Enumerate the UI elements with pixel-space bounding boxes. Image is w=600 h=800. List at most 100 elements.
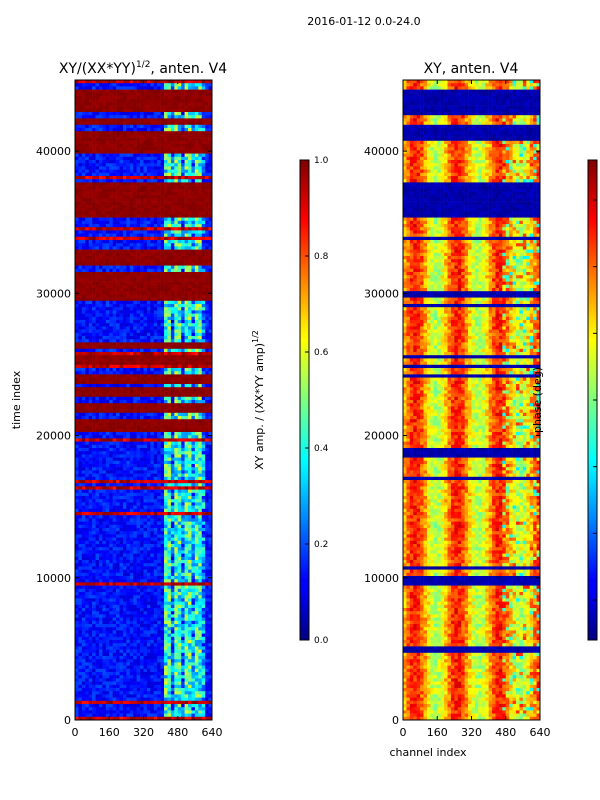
amplitude-cell xyxy=(81,281,86,286)
amplitude-cell xyxy=(81,156,86,161)
amplitude-cell xyxy=(105,451,110,455)
amplitude-cell xyxy=(129,272,134,276)
amplitude-cell xyxy=(177,150,182,154)
amplitude-cell xyxy=(92,108,96,113)
amplitude-cell xyxy=(126,358,131,362)
amplitude-cell xyxy=(160,288,165,292)
amplitude-cell xyxy=(112,336,117,340)
amplitude-cell xyxy=(160,467,165,471)
amplitude-cell xyxy=(198,236,203,241)
amplitude-cell xyxy=(146,345,151,350)
amplitude-cell xyxy=(102,358,107,362)
amplitude-cell xyxy=(160,307,165,311)
amplitude-cell xyxy=(102,393,107,398)
amplitude-cell xyxy=(160,441,165,446)
amplitude-cell xyxy=(181,214,185,218)
amplitude-cell xyxy=(174,467,179,471)
amplitude-cell xyxy=(194,393,199,398)
amplitude-cell xyxy=(105,358,110,362)
amplitude-cell xyxy=(174,288,179,292)
amplitude-cell xyxy=(201,396,206,401)
amplitude-cell xyxy=(78,393,83,398)
amplitude-cell xyxy=(112,384,117,388)
amplitude-cell xyxy=(88,252,93,257)
amplitude-cell xyxy=(194,361,199,366)
amplitude-cell xyxy=(116,364,120,369)
amplitude-cell xyxy=(119,275,124,279)
amplitude-cell xyxy=(153,121,158,126)
amplitude-cell xyxy=(116,403,120,407)
amplitude-cell xyxy=(81,444,86,449)
amplitude-cell xyxy=(92,249,96,254)
amplitude-cell xyxy=(129,201,134,206)
amplitude-cell xyxy=(194,428,199,433)
amplitude-cell xyxy=(105,259,110,263)
amplitude-cell xyxy=(146,476,151,481)
amplitude-cell xyxy=(146,396,151,401)
amplitude-cell xyxy=(105,115,110,119)
amplitude-cell xyxy=(133,441,137,446)
amplitude-cell xyxy=(92,89,96,94)
amplitude-cell xyxy=(75,400,79,404)
amplitude-cell xyxy=(201,166,206,170)
amplitude-cell xyxy=(143,444,148,449)
amplitude-cell xyxy=(170,121,175,126)
amplitude-cell xyxy=(92,361,96,366)
amplitude-cell xyxy=(85,403,89,407)
amplitude-cell xyxy=(88,105,93,110)
amplitude-cell xyxy=(78,89,83,94)
amplitude-cell xyxy=(198,160,203,164)
amplitude-cell xyxy=(164,284,168,289)
amplitude-cell xyxy=(140,400,144,404)
amplitude-cell xyxy=(160,438,165,442)
amplitude-cell xyxy=(98,358,103,362)
amplitude-cell xyxy=(201,243,206,247)
amplitude-cell xyxy=(116,454,120,458)
amplitude-cell xyxy=(109,457,113,462)
amplitude-cell xyxy=(191,169,196,174)
amplitude-cell xyxy=(177,380,182,385)
amplitude-cell xyxy=(129,153,134,158)
amplitude-cell xyxy=(198,89,203,94)
amplitude-cell xyxy=(143,403,148,407)
amplitude-cell xyxy=(194,169,199,174)
amplitude-cell xyxy=(122,188,127,193)
amplitude-cell xyxy=(81,275,86,279)
amplitude-cell xyxy=(170,384,175,388)
amplitude-cell xyxy=(95,320,100,324)
amplitude-cell xyxy=(164,121,168,126)
amplitude-cell xyxy=(109,396,113,401)
amplitude-cell xyxy=(198,380,203,385)
amplitude-cell xyxy=(150,419,155,423)
amplitude-cell xyxy=(116,390,120,394)
amplitude-cell xyxy=(81,307,86,311)
amplitude-cell xyxy=(140,451,144,455)
amplitude-cell xyxy=(102,348,107,353)
amplitude-cell xyxy=(157,348,161,353)
amplitude-cell xyxy=(88,240,93,244)
amplitude-cell xyxy=(88,403,93,407)
amplitude-cell xyxy=(191,96,196,100)
amplitude-cell xyxy=(129,86,134,90)
amplitude-cell xyxy=(92,204,96,209)
amplitude-cell xyxy=(136,227,141,231)
amplitude-cell xyxy=(160,227,165,231)
amplitude-cell xyxy=(75,147,79,151)
amplitude-cell xyxy=(133,364,137,369)
amplitude-cell xyxy=(205,473,209,478)
amplitude-cell xyxy=(167,444,172,449)
amplitude-cell xyxy=(102,476,107,481)
amplitude-cell xyxy=(98,192,103,196)
amplitude-cell xyxy=(85,214,89,218)
amplitude-cell xyxy=(140,422,144,426)
amplitude-cell xyxy=(116,243,120,247)
amplitude-cell xyxy=(92,246,96,250)
amplitude-cell xyxy=(167,150,172,154)
amplitude-cell xyxy=(126,288,131,292)
amplitude-cell xyxy=(129,243,134,247)
amplitude-cell xyxy=(95,182,100,186)
amplitude-cell xyxy=(201,220,206,225)
amplitude-cell xyxy=(208,182,213,186)
amplitude-cell xyxy=(105,409,110,414)
amplitude-cell xyxy=(191,137,196,142)
